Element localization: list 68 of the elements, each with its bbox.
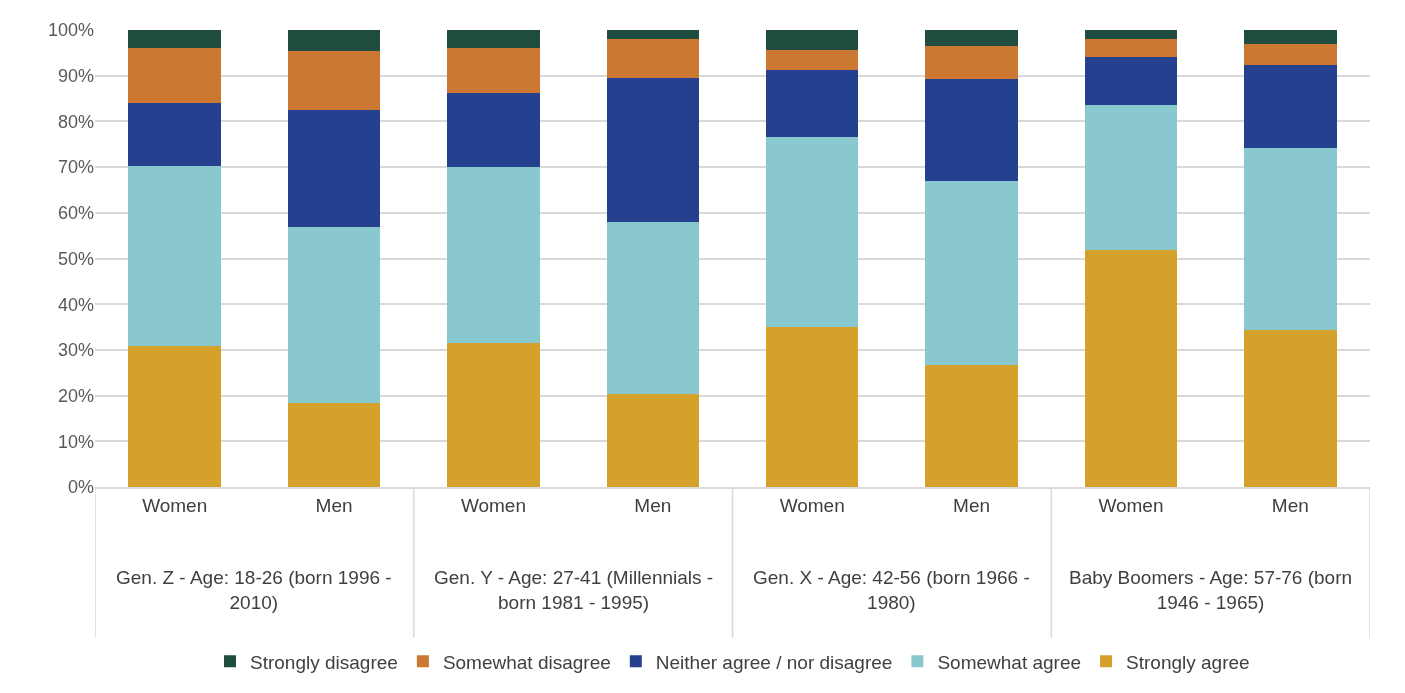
- bar: [765, 327, 859, 487]
- bar: [606, 393, 700, 487]
- bar: [1084, 105, 1178, 250]
- bar: [1084, 30, 1178, 39]
- text: Gen. X - Age: 42-56 (born 1966 - 1980): [753, 567, 1030, 613]
- x-tick-label: Women: [142, 494, 208, 516]
- bar: [1084, 38, 1178, 58]
- bar: [447, 342, 540, 487]
- bar: [606, 38, 700, 78]
- bar: [128, 47, 221, 103]
- x-tick-label: Men: [634, 494, 672, 516]
- y-tick-label: 10%: [57, 431, 94, 452]
- bar: [287, 226, 381, 404]
- x-tick-label: Men: [1271, 494, 1309, 516]
- legend-label: Strongly disagree: [250, 651, 398, 673]
- bar: [447, 92, 540, 167]
- bar: [925, 45, 1018, 79]
- bar: [287, 51, 381, 111]
- bar: [1244, 330, 1337, 487]
- text: Gen. Z - Age: 18-26 (born 1996 - 2010): [116, 567, 392, 613]
- bar: [1244, 44, 1337, 65]
- legend-label: Somewhat disagree: [442, 651, 611, 673]
- x-tick-label: Women: [460, 494, 526, 516]
- bar: [287, 30, 381, 52]
- x-tick-label: Women: [1098, 494, 1164, 516]
- x-tick-label: Men: [315, 494, 353, 516]
- y-tick-label: 0%: [67, 477, 94, 498]
- bar: [128, 345, 221, 487]
- y-tick-label: 80%: [57, 111, 94, 132]
- bar: [925, 364, 1018, 487]
- bar: [606, 30, 700, 39]
- bar: [765, 70, 859, 137]
- bar: [1244, 30, 1337, 45]
- bar: [447, 166, 540, 343]
- bar: [606, 77, 700, 222]
- legend-label: Neither agree / nor disagree: [655, 651, 893, 673]
- x-tick-label: Women: [779, 494, 845, 516]
- bar: [1244, 64, 1337, 149]
- bar: [128, 30, 221, 48]
- y-tick-label: 70%: [57, 157, 94, 178]
- bar: [925, 181, 1018, 365]
- bar: [925, 30, 1018, 46]
- y-tick-label: 40%: [57, 294, 94, 315]
- bar: [128, 165, 221, 346]
- y-tick-label: 50%: [57, 248, 94, 269]
- bar: [1244, 148, 1337, 331]
- bar: [765, 30, 859, 50]
- y-tick-label: 20%: [57, 385, 94, 406]
- bar: [447, 47, 540, 93]
- y-tick-label: 90%: [57, 66, 94, 86]
- bar: [765, 49, 859, 71]
- legend-label: Somewhat agree: [937, 651, 1082, 673]
- x-tick-label: Men: [953, 494, 991, 516]
- bar: [925, 78, 1018, 182]
- text: Baby Boomers - Age: 57-76 (born 1946 - 1965): [1069, 567, 1353, 613]
- bar: [447, 30, 540, 48]
- y-tick-label: 100%: [47, 20, 94, 41]
- bar: [1084, 249, 1178, 487]
- y-tick-label: 60%: [57, 203, 94, 224]
- text: Gen. Y - Age: 27-41 (Millennials - born 1981 - 1995): [434, 567, 714, 613]
- y-tick-label: 30%: [57, 340, 94, 361]
- bar: [1084, 57, 1178, 106]
- legend-label: Strongly agree: [1126, 651, 1250, 673]
- bar: [287, 110, 381, 227]
- bar: [765, 136, 859, 328]
- bar: [287, 403, 381, 487]
- bar: [606, 221, 700, 394]
- bar: [128, 102, 221, 166]
